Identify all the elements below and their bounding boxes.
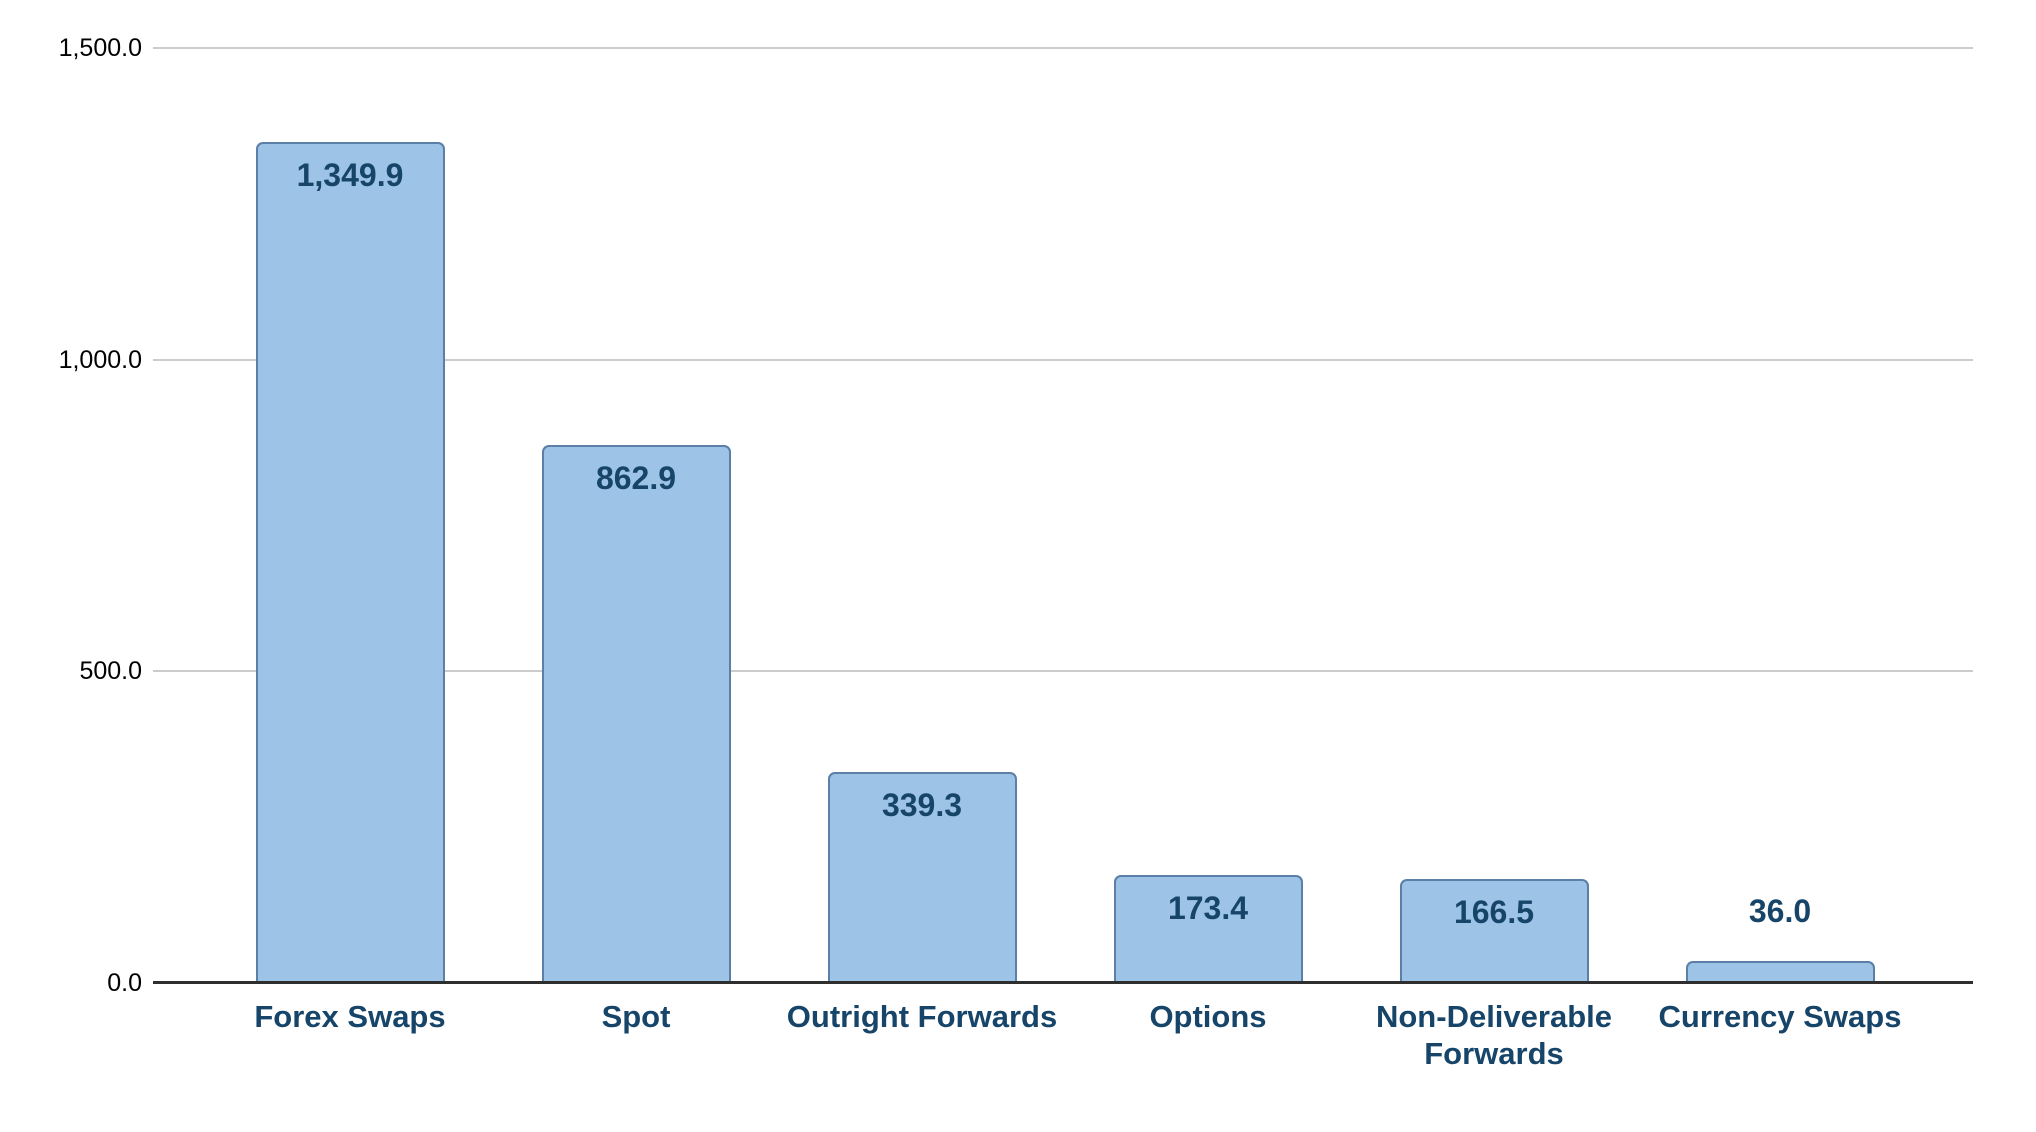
gridline: [153, 670, 1973, 673]
bar-value-label: 1,349.9: [296, 156, 404, 193]
bar-options[interactable]: [1113, 874, 1303, 983]
bar-value-label: 173.4: [1167, 889, 1249, 926]
bar-non-deliverable-forwards[interactable]: [1399, 879, 1589, 983]
category-label: Non-Deliverable Forwards: [1375, 999, 1612, 1071]
gridline: [153, 47, 1973, 49]
category-label: Forex Swaps: [254, 999, 446, 1034]
y-axis-tick-label: 0.0: [107, 969, 142, 997]
bar-value-label: 862.9: [595, 460, 677, 497]
y-axis-tick-label: 1,500.0: [58, 34, 142, 62]
y-axis-tick-label: 500.0: [79, 657, 142, 686]
bar-outright-forwards[interactable]: [827, 771, 1017, 983]
gridline: [153, 358, 1973, 361]
category-label: Spot: [601, 999, 671, 1034]
bar-forex-swaps[interactable]: [255, 141, 445, 983]
bar-currency-swaps[interactable]: [1685, 960, 1875, 983]
bar-spot[interactable]: [541, 445, 731, 983]
x-axis-line: [153, 981, 1973, 984]
bar-value-label: 339.3: [881, 786, 963, 823]
y-axis-tick-label: 1,000.0: [58, 345, 142, 374]
bar-value-label: 166.5: [1453, 894, 1535, 931]
category-label: Outright Forwards: [786, 999, 1058, 1034]
category-label: Currency Swaps: [1658, 999, 1902, 1034]
bar-value-label: 36.0: [1748, 892, 1812, 929]
category-label: Options: [1149, 999, 1267, 1034]
